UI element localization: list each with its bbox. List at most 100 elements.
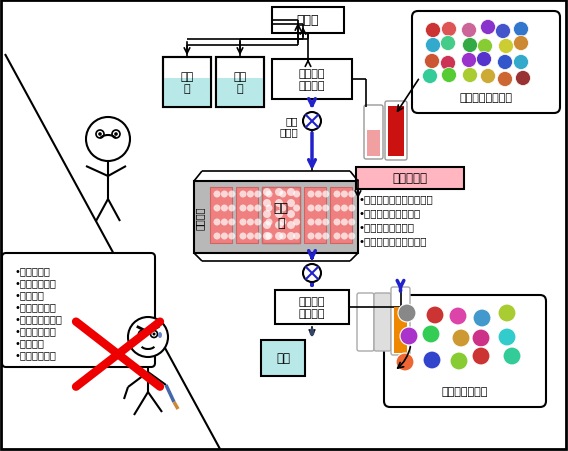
Circle shape bbox=[279, 191, 286, 198]
Bar bbox=[394, 307, 407, 353]
Circle shape bbox=[307, 205, 315, 212]
Bar bbox=[275, 290, 349, 324]
Text: 固体酸触媒: 固体酸触媒 bbox=[392, 172, 428, 185]
Bar bbox=[367, 130, 380, 156]
Circle shape bbox=[478, 39, 492, 55]
FancyBboxPatch shape bbox=[412, 12, 560, 114]
Circle shape bbox=[303, 113, 321, 131]
Circle shape bbox=[303, 264, 321, 282]
Circle shape bbox=[425, 38, 441, 53]
Text: •不純物除去（洗浄）: •不純物除去（洗浄） bbox=[358, 207, 420, 217]
Circle shape bbox=[263, 232, 271, 240]
Bar bbox=[216, 79, 264, 108]
Circle shape bbox=[495, 24, 511, 39]
FancyBboxPatch shape bbox=[357, 293, 374, 351]
Circle shape bbox=[214, 219, 220, 226]
Circle shape bbox=[96, 131, 104, 139]
Circle shape bbox=[275, 189, 283, 197]
Circle shape bbox=[503, 347, 521, 365]
Text: •ガラス管開管: •ガラス管開管 bbox=[14, 325, 56, 335]
Text: 電磁
切替弁: 電磁 切替弁 bbox=[279, 116, 298, 137]
Circle shape bbox=[293, 191, 300, 198]
Bar bbox=[194, 182, 358, 253]
Circle shape bbox=[279, 205, 286, 212]
Circle shape bbox=[240, 191, 247, 198]
Bar bbox=[236, 188, 258, 244]
Circle shape bbox=[322, 191, 329, 198]
Circle shape bbox=[498, 72, 512, 87]
FancyBboxPatch shape bbox=[391, 287, 410, 355]
Bar bbox=[272, 60, 352, 100]
Circle shape bbox=[279, 233, 286, 240]
Circle shape bbox=[462, 38, 478, 53]
Circle shape bbox=[513, 37, 528, 51]
Circle shape bbox=[263, 221, 271, 230]
Circle shape bbox=[98, 133, 102, 137]
Circle shape bbox=[247, 233, 254, 240]
Circle shape bbox=[499, 39, 513, 55]
Ellipse shape bbox=[158, 332, 162, 338]
Bar bbox=[216, 58, 264, 108]
Circle shape bbox=[152, 333, 156, 336]
Circle shape bbox=[423, 351, 441, 369]
Text: 洗浄
水: 洗浄 水 bbox=[181, 72, 194, 94]
Circle shape bbox=[86, 118, 130, 161]
Circle shape bbox=[128, 318, 168, 357]
Circle shape bbox=[287, 232, 295, 240]
Text: •ガラス管封管: •ガラス管封管 bbox=[14, 301, 56, 311]
Circle shape bbox=[265, 219, 273, 226]
Text: •加熱・加水分解: •加熱・加水分解 bbox=[14, 313, 62, 323]
Circle shape bbox=[341, 191, 348, 198]
Circle shape bbox=[341, 233, 348, 240]
Circle shape bbox=[441, 37, 456, 51]
Circle shape bbox=[240, 205, 247, 212]
Circle shape bbox=[348, 233, 356, 240]
Circle shape bbox=[348, 191, 356, 198]
Circle shape bbox=[473, 309, 491, 327]
Text: アミノ酸水溶液: アミノ酸水溶液 bbox=[442, 386, 488, 396]
Circle shape bbox=[214, 191, 220, 198]
Circle shape bbox=[333, 191, 340, 198]
Circle shape bbox=[263, 189, 271, 197]
Bar bbox=[388, 107, 404, 156]
Circle shape bbox=[422, 325, 440, 343]
Circle shape bbox=[450, 352, 468, 370]
Circle shape bbox=[140, 333, 144, 336]
Circle shape bbox=[452, 329, 470, 347]
Circle shape bbox=[228, 191, 235, 198]
Circle shape bbox=[240, 233, 247, 240]
Circle shape bbox=[322, 205, 329, 212]
Circle shape bbox=[481, 69, 495, 84]
Circle shape bbox=[214, 233, 220, 240]
Text: 廃液: 廃液 bbox=[276, 352, 290, 365]
Bar bbox=[262, 188, 300, 244]
Circle shape bbox=[498, 55, 512, 70]
Circle shape bbox=[151, 331, 157, 338]
Circle shape bbox=[293, 233, 300, 240]
Bar bbox=[356, 168, 464, 189]
Circle shape bbox=[275, 211, 283, 219]
Circle shape bbox=[287, 211, 295, 219]
Circle shape bbox=[287, 189, 295, 197]
Text: •塩酸除去: •塩酸除去 bbox=[14, 337, 44, 347]
Circle shape bbox=[247, 191, 254, 198]
FancyBboxPatch shape bbox=[384, 295, 546, 407]
Circle shape bbox=[254, 233, 261, 240]
Circle shape bbox=[322, 219, 329, 226]
Circle shape bbox=[315, 205, 322, 212]
Circle shape bbox=[254, 205, 261, 212]
Circle shape bbox=[441, 56, 456, 71]
Circle shape bbox=[498, 304, 516, 322]
Circle shape bbox=[221, 233, 228, 240]
Bar bbox=[261, 340, 305, 376]
Circle shape bbox=[481, 20, 495, 36]
Text: ポンプ: ポンプ bbox=[296, 14, 319, 28]
Circle shape bbox=[275, 221, 283, 230]
Bar bbox=[163, 79, 211, 108]
Circle shape bbox=[221, 219, 228, 226]
Circle shape bbox=[333, 205, 340, 212]
Circle shape bbox=[477, 52, 491, 67]
Circle shape bbox=[333, 233, 340, 240]
Circle shape bbox=[254, 219, 261, 226]
Bar bbox=[163, 58, 211, 108]
